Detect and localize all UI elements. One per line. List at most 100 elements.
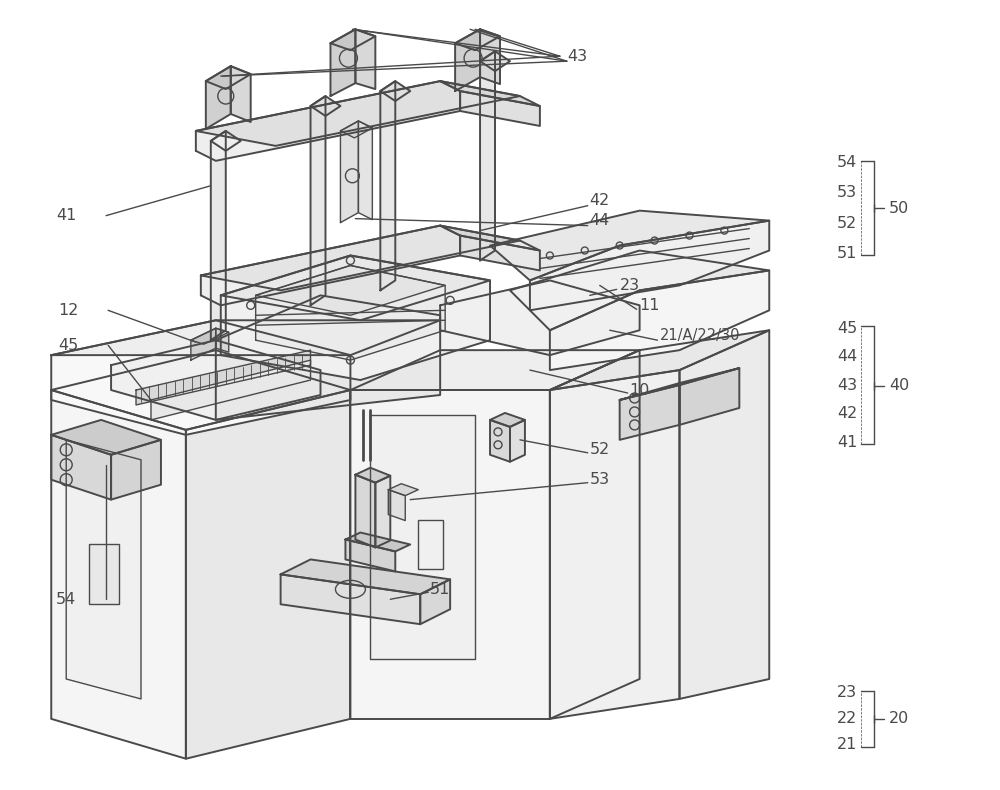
Text: 52: 52 (590, 442, 610, 457)
Polygon shape (375, 476, 390, 547)
Polygon shape (66, 440, 141, 699)
Polygon shape (206, 66, 251, 89)
Polygon shape (440, 280, 640, 356)
Polygon shape (490, 420, 510, 462)
Polygon shape (330, 29, 375, 51)
Polygon shape (350, 350, 640, 390)
Polygon shape (196, 81, 460, 161)
Polygon shape (340, 121, 372, 138)
Bar (418, 520, 443, 570)
Text: 42: 42 (837, 406, 857, 421)
Text: 44: 44 (590, 213, 610, 228)
Text: 22: 22 (837, 711, 857, 726)
Text: 54: 54 (837, 156, 857, 171)
Polygon shape (370, 415, 475, 659)
Text: 53: 53 (590, 472, 610, 487)
Polygon shape (211, 131, 226, 340)
Text: 11: 11 (640, 298, 660, 313)
Text: 41: 41 (837, 435, 857, 450)
Polygon shape (186, 390, 350, 758)
Polygon shape (201, 226, 460, 305)
Polygon shape (480, 51, 510, 71)
Text: 43: 43 (837, 378, 857, 393)
Polygon shape (550, 350, 640, 719)
Text: 12: 12 (58, 303, 79, 318)
Polygon shape (221, 255, 490, 380)
Polygon shape (231, 66, 251, 122)
Polygon shape (380, 81, 410, 101)
Polygon shape (510, 250, 769, 330)
Text: 41: 41 (56, 208, 77, 223)
Text: 50: 50 (889, 201, 909, 216)
Polygon shape (355, 468, 390, 483)
Polygon shape (455, 29, 500, 51)
Polygon shape (136, 350, 311, 405)
Polygon shape (216, 295, 440, 420)
Text: 42: 42 (590, 194, 610, 209)
Polygon shape (350, 390, 550, 719)
Polygon shape (358, 121, 372, 220)
Polygon shape (51, 435, 111, 499)
Polygon shape (191, 328, 216, 360)
Text: 52: 52 (837, 216, 857, 231)
Polygon shape (340, 121, 358, 223)
Polygon shape (196, 81, 520, 146)
Polygon shape (345, 540, 395, 571)
Polygon shape (51, 320, 350, 435)
Text: 54: 54 (56, 592, 76, 607)
Polygon shape (460, 91, 540, 126)
Polygon shape (620, 368, 739, 400)
Polygon shape (388, 490, 405, 521)
Polygon shape (550, 370, 680, 719)
Polygon shape (355, 29, 375, 89)
Polygon shape (440, 81, 540, 106)
Text: 23: 23 (837, 685, 857, 700)
Polygon shape (256, 265, 445, 360)
Text: 40: 40 (889, 378, 909, 393)
Polygon shape (455, 29, 480, 91)
Polygon shape (221, 255, 490, 320)
Polygon shape (345, 532, 410, 551)
Text: 44: 44 (837, 349, 857, 364)
Polygon shape (480, 29, 500, 84)
Polygon shape (111, 440, 161, 499)
Polygon shape (111, 340, 320, 420)
Polygon shape (281, 559, 450, 594)
Polygon shape (311, 96, 325, 305)
Polygon shape (388, 483, 418, 495)
Polygon shape (355, 475, 375, 547)
Polygon shape (550, 330, 769, 390)
Polygon shape (330, 29, 355, 96)
Bar (89, 544, 119, 604)
Polygon shape (191, 328, 229, 344)
Text: 43: 43 (567, 49, 587, 64)
Text: 51: 51 (837, 246, 857, 261)
Polygon shape (380, 81, 395, 291)
Polygon shape (490, 413, 525, 427)
Polygon shape (256, 265, 445, 315)
Text: 53: 53 (837, 186, 857, 201)
Text: 21/A/22/30: 21/A/22/30 (660, 328, 740, 343)
Polygon shape (440, 226, 540, 250)
Polygon shape (211, 131, 241, 151)
Polygon shape (51, 350, 350, 430)
Text: 45: 45 (58, 337, 78, 352)
Polygon shape (460, 235, 540, 270)
Text: 10: 10 (630, 382, 650, 397)
Polygon shape (206, 66, 231, 129)
Polygon shape (281, 574, 420, 624)
Polygon shape (620, 385, 680, 440)
Text: 51: 51 (430, 581, 451, 596)
Polygon shape (420, 579, 450, 624)
Text: 20: 20 (889, 711, 909, 726)
Text: 45: 45 (837, 321, 857, 336)
Polygon shape (216, 328, 229, 352)
Polygon shape (151, 360, 311, 420)
Polygon shape (550, 270, 769, 370)
Polygon shape (311, 96, 340, 116)
Polygon shape (680, 368, 739, 425)
Polygon shape (480, 51, 495, 261)
Polygon shape (510, 420, 525, 462)
Polygon shape (490, 211, 769, 280)
Polygon shape (680, 330, 769, 699)
